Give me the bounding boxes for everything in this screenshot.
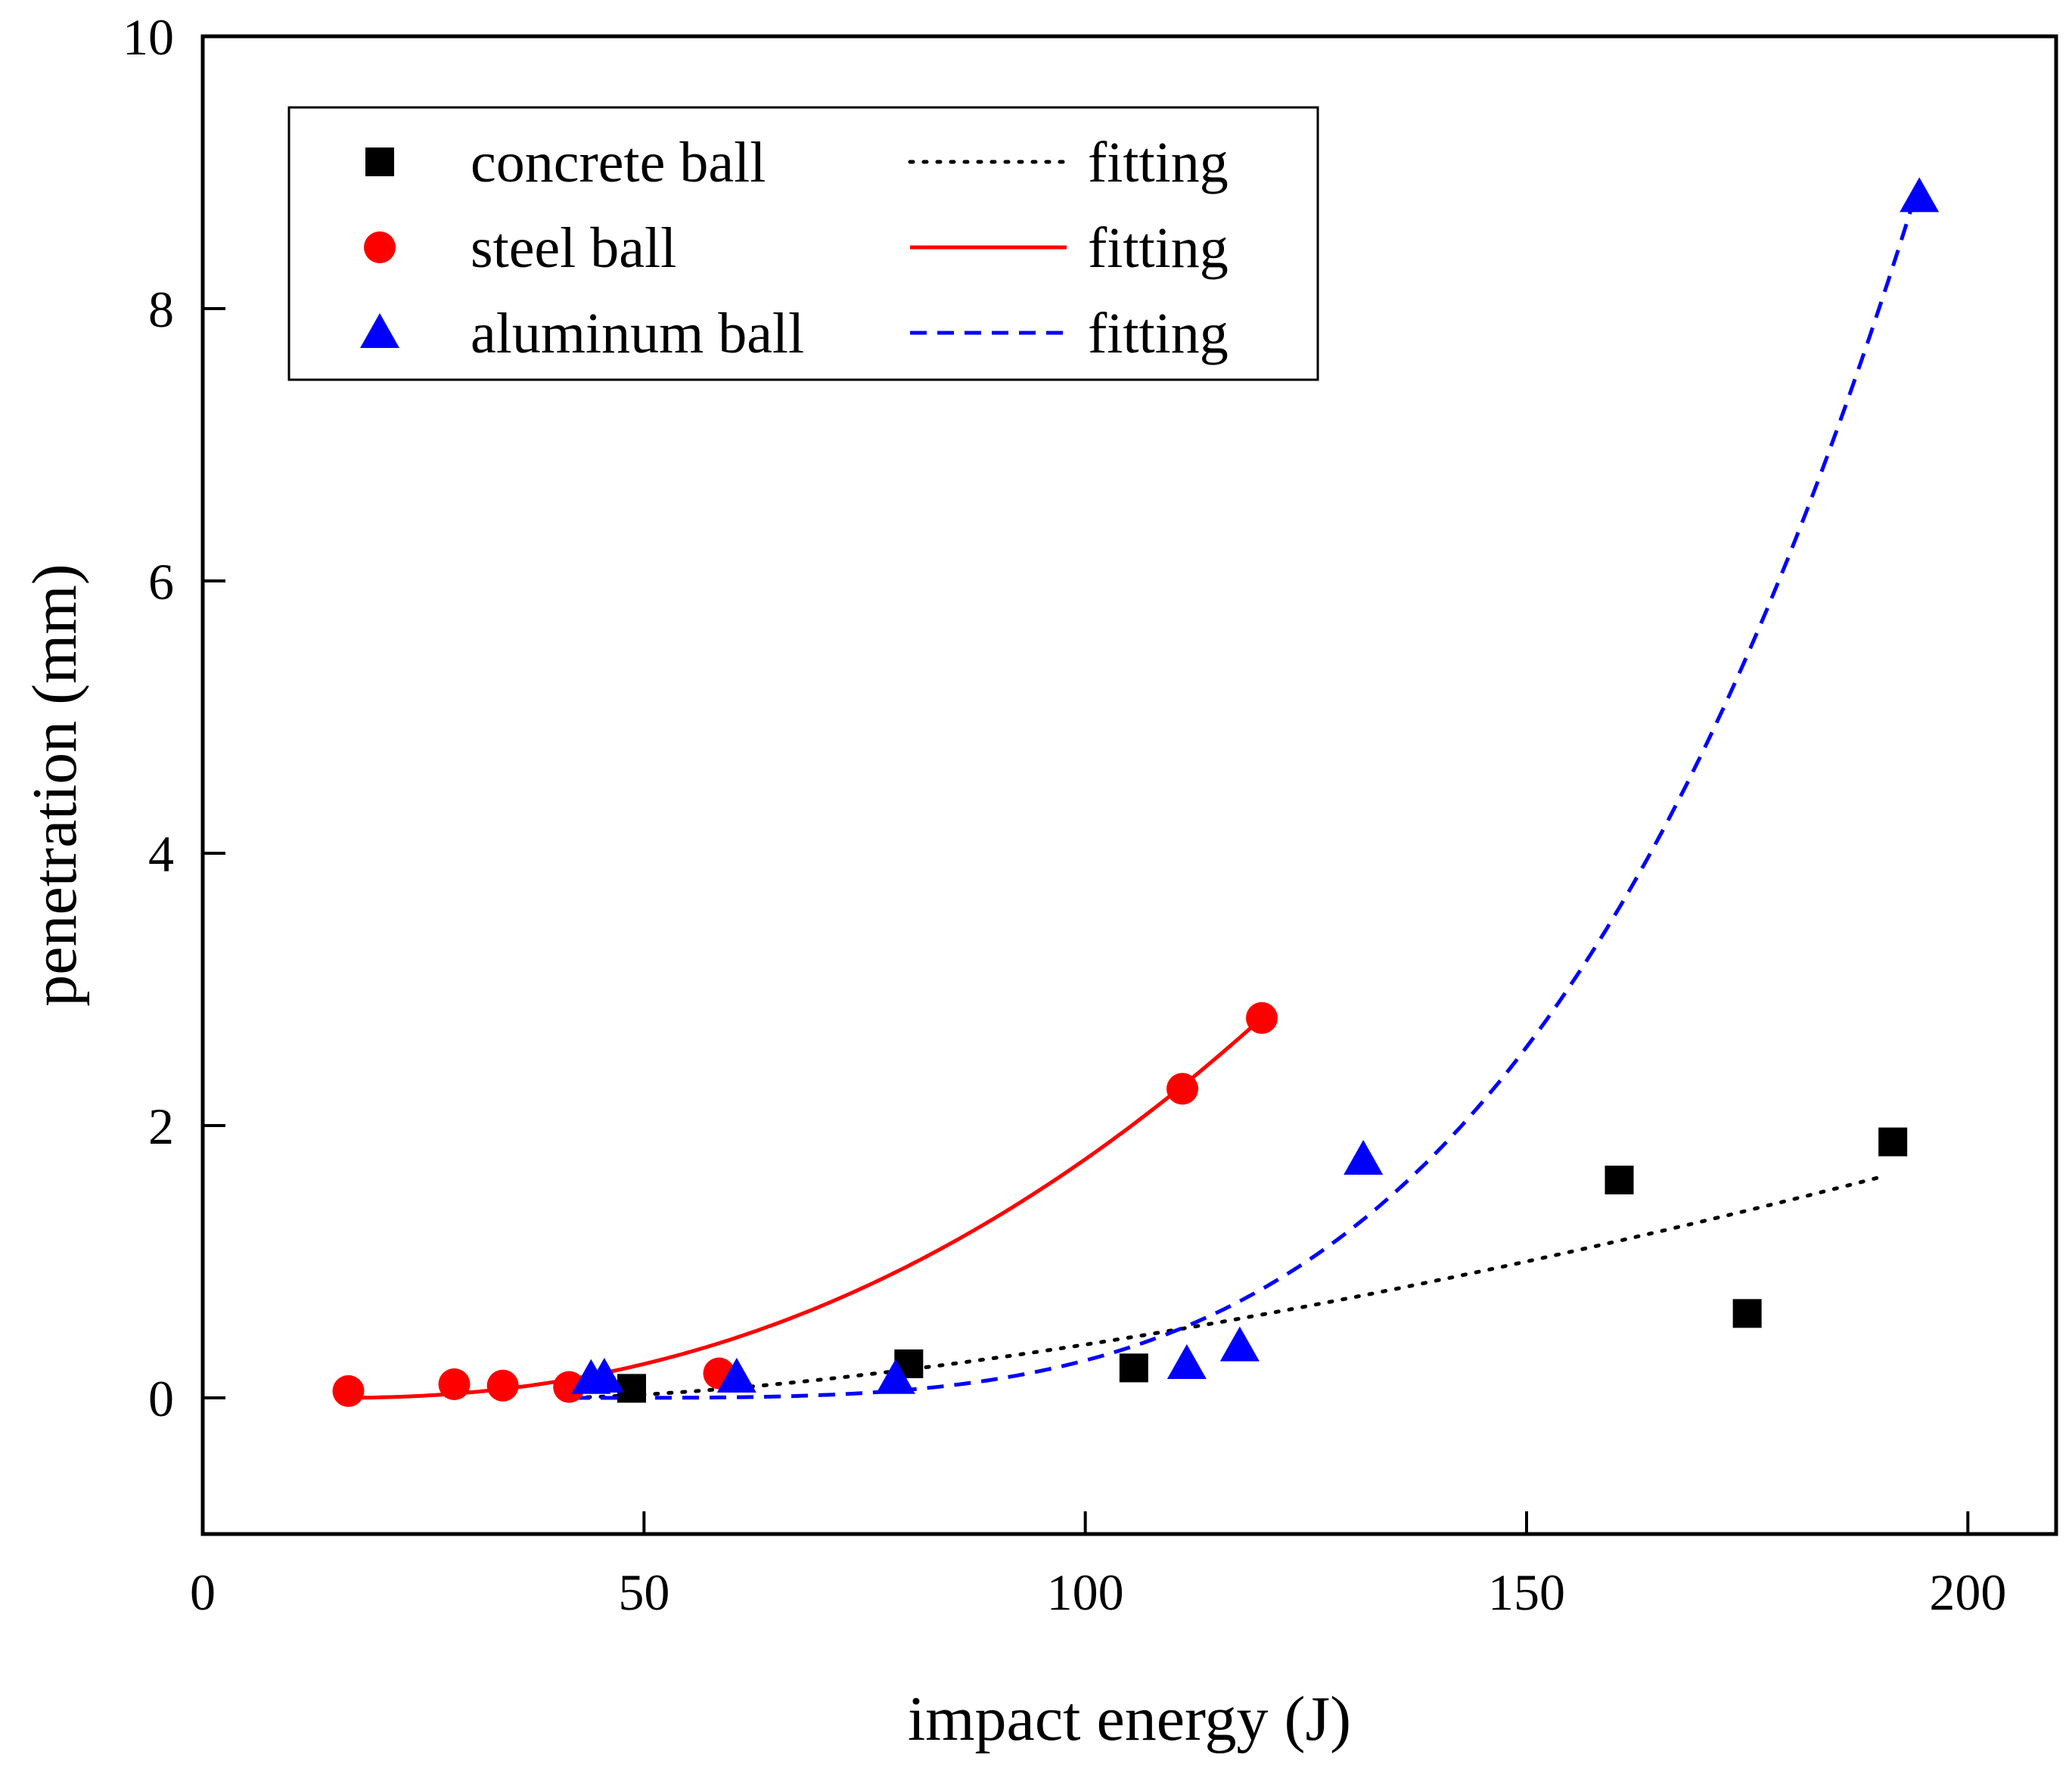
legend: concrete ball fitting steel ball fitting alu… bbox=[287, 106, 1319, 381]
legend-fit-label: fitting bbox=[1088, 302, 1229, 365]
legend-fit-label: fitting bbox=[1088, 131, 1229, 194]
x-axis-title: impact energy (J) bbox=[908, 1684, 1351, 1754]
y-tick-label: 6 bbox=[148, 553, 174, 610]
y-tick-label: 8 bbox=[148, 281, 174, 338]
x-tick-label: 100 bbox=[1047, 1564, 1124, 1621]
data-point-concrete-ball bbox=[1878, 1127, 1908, 1157]
legend-label: aluminum ball bbox=[471, 302, 804, 365]
legend-label: steel ball bbox=[471, 216, 676, 280]
legend-marker-aluminum-ball bbox=[360, 313, 399, 348]
data-point-steel-ball bbox=[1166, 1073, 1198, 1105]
data-point-aluminum-ball bbox=[1344, 1140, 1384, 1175]
data-point-aluminum-ball bbox=[1166, 1344, 1207, 1379]
data-point-concrete-ball bbox=[1732, 1299, 1762, 1328]
data-point-aluminum-ball bbox=[875, 1359, 915, 1394]
legend-box bbox=[287, 106, 1319, 381]
plot-frame bbox=[200, 34, 2058, 1536]
data-point-steel-ball bbox=[486, 1369, 519, 1402]
legend-marker-concrete-ball bbox=[365, 148, 394, 176]
legend-marker-steel-ball bbox=[364, 231, 396, 263]
data-point-concrete-ball bbox=[617, 1374, 646, 1403]
x-tick-label: 0 bbox=[190, 1564, 216, 1621]
data-point-steel-ball bbox=[438, 1368, 471, 1400]
data-point-steel-ball bbox=[1246, 1002, 1278, 1034]
x-tick-label: 150 bbox=[1488, 1564, 1565, 1621]
y-tick-label: 4 bbox=[148, 825, 174, 883]
data-point-concrete-ball bbox=[1604, 1166, 1634, 1194]
x-tick-label: 50 bbox=[618, 1564, 669, 1621]
data-point-aluminum-ball bbox=[1219, 1326, 1260, 1362]
data-point-steel-ball bbox=[332, 1375, 365, 1407]
legend-label: concrete ball bbox=[471, 131, 766, 194]
legend-fit-label: fitting bbox=[1088, 216, 1229, 280]
x-tick-label: 200 bbox=[1929, 1564, 2006, 1621]
data-point-aluminum-ball bbox=[716, 1358, 756, 1393]
fit-line-steel-ball bbox=[335, 1016, 1263, 1400]
y-tick-label: 0 bbox=[148, 1370, 174, 1427]
data-point-aluminum-ball bbox=[584, 1358, 624, 1393]
fit-line-concrete-ball bbox=[571, 1175, 1882, 1400]
y-axis-title: penetration (mm) bbox=[20, 564, 90, 1006]
data-point-concrete-ball bbox=[1119, 1353, 1148, 1383]
data-point-aluminum-ball bbox=[1900, 177, 1940, 213]
y-tick-label: 2 bbox=[148, 1098, 174, 1155]
y-tick-label: 10 bbox=[123, 8, 174, 66]
fit-line-aluminum-ball bbox=[573, 196, 1917, 1400]
data-point-steel-ball bbox=[553, 1371, 586, 1403]
